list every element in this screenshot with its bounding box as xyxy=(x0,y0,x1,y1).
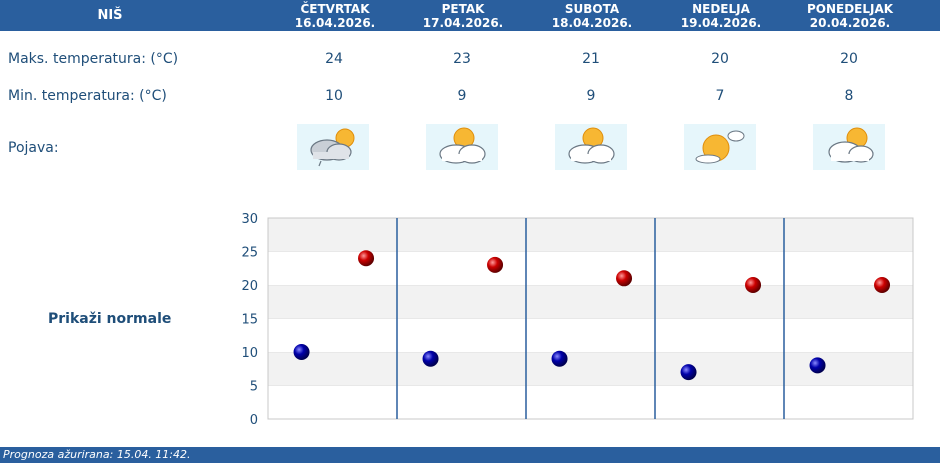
sunny-small-cloud-icon xyxy=(684,124,756,170)
day-header-4: NEDELJA 19.04.2026. xyxy=(656,0,786,31)
temperature-chart: 0 5 10 15 20 25 30 xyxy=(0,205,940,435)
day-header-3: SUBOTA 18.04.2026. xyxy=(527,0,657,31)
grid-band xyxy=(268,352,913,386)
max-temp-point xyxy=(358,250,375,267)
day-name: SUBOTA xyxy=(564,2,620,16)
y-tick-label: 20 xyxy=(241,279,258,294)
plot-frame xyxy=(267,217,914,420)
max-temp-point xyxy=(745,277,762,293)
y-tick-label: 15 xyxy=(241,313,258,328)
max-temp-point xyxy=(616,270,633,287)
grid-band xyxy=(268,251,913,285)
y-tick-label: 0 xyxy=(250,413,258,428)
min-temp-label: Min. temperatura: (°C) xyxy=(8,88,167,104)
forecast-updated-text: Prognoza ažurirana: 15.04. 11:42. xyxy=(3,448,191,461)
day-header-5: PONEDELJAK 20.04.2026. xyxy=(785,0,915,31)
min-temp-value: 8 xyxy=(844,88,854,104)
day-date: 20.04.2026. xyxy=(809,16,891,30)
day-date: 16.04.2026. xyxy=(294,16,376,30)
max-temp-point xyxy=(487,256,504,273)
y-tick-label: 5 xyxy=(250,380,258,395)
max-temp-value: 21 xyxy=(582,51,600,67)
y-tick-label: 10 xyxy=(241,346,258,361)
footer-bar: Prognoza ažurirana: 15.04. 11:42. xyxy=(0,447,940,463)
min-temp-value: 9 xyxy=(586,88,596,104)
y-tick-label: 25 xyxy=(241,246,258,261)
max-temp-value: 23 xyxy=(453,51,471,67)
y-tick-label: 30 xyxy=(241,212,258,227)
max-temp-value: 20 xyxy=(840,51,858,67)
grid-band xyxy=(268,285,913,319)
min-temp-point xyxy=(293,344,310,360)
day-date: 19.04.2026. xyxy=(680,16,762,30)
min-temp-value: 9 xyxy=(457,88,467,104)
day-name: PETAK xyxy=(441,2,485,16)
max-temp-value: 20 xyxy=(711,51,729,67)
day-name: ČETVRTAK xyxy=(300,2,370,16)
sun-behind-cloud-icon xyxy=(426,124,498,170)
sun-behind-cloud-icon xyxy=(555,124,627,170)
sun-behind-cloud-icon xyxy=(813,124,885,170)
grid-band xyxy=(268,218,913,252)
min-temp-value: 7 xyxy=(715,88,725,104)
day-header-2: PETAK 17.04.2026. xyxy=(398,0,528,31)
max-temp-label: Maks. temperatura: (°C) xyxy=(8,51,179,67)
day-date: 18.04.2026. xyxy=(551,16,633,30)
day-date: 17.04.2026. xyxy=(422,16,504,30)
day-name: NEDELJA xyxy=(692,2,750,16)
min-temp-point xyxy=(809,357,826,374)
cloudy-sun-rain-icon xyxy=(297,124,369,170)
min-temp-point xyxy=(422,350,439,367)
phenomenon-label: Pojava: xyxy=(8,140,59,156)
forecast-header: NIŠ ČETVRTAK 16.04.2026. PETAK 17.04.202… xyxy=(0,0,940,31)
grid-band xyxy=(268,385,913,419)
min-temp-value: 10 xyxy=(325,88,343,104)
max-temp-point xyxy=(874,277,891,293)
day-name: PONEDELJAK xyxy=(806,2,894,16)
min-temp-point xyxy=(680,364,697,381)
min-temp-point xyxy=(551,350,568,367)
city-name: NIŠ xyxy=(97,8,123,23)
grid-band xyxy=(268,318,913,352)
day-header-1: ČETVRTAK 16.04.2026. xyxy=(270,0,400,31)
temperature-chart-svg: 0 5 10 15 20 25 30 xyxy=(241,212,914,428)
max-temp-value: 24 xyxy=(325,51,343,67)
show-normals-link[interactable]: Prikaži normale xyxy=(48,311,172,327)
